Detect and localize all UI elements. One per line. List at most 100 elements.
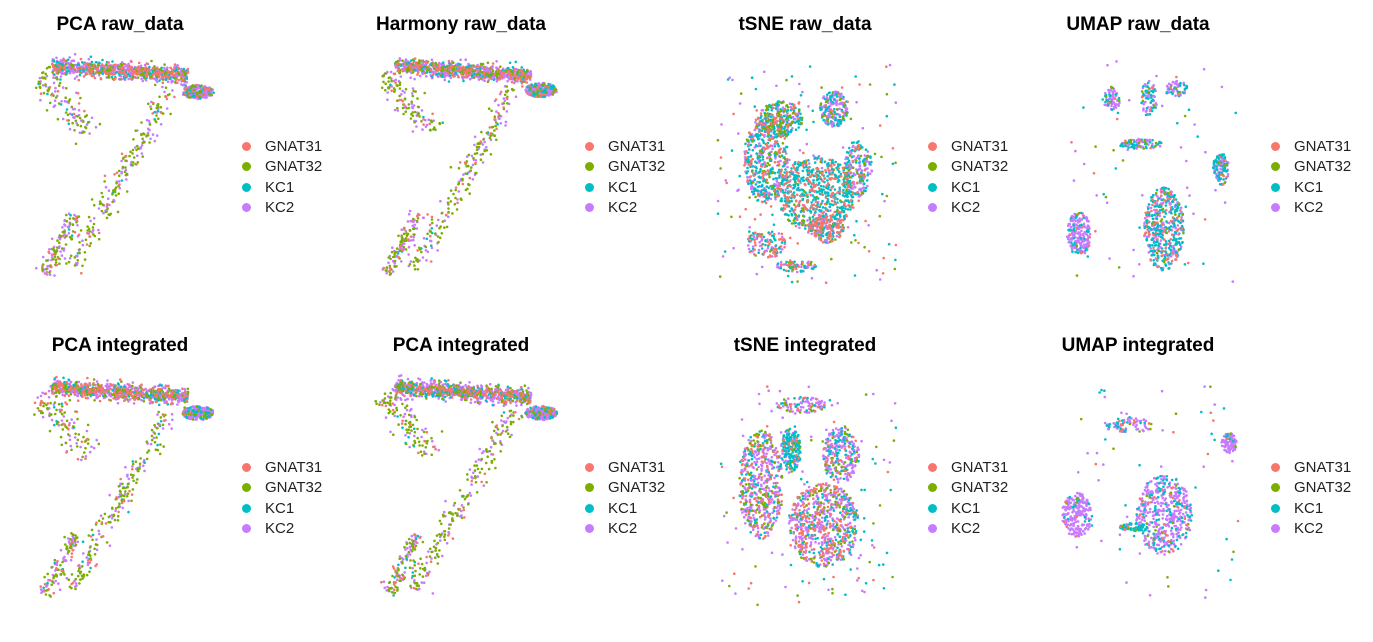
scatter-point <box>143 63 147 67</box>
scatter-point <box>468 183 471 187</box>
scatter-point <box>46 264 49 268</box>
scatter-point <box>45 267 48 271</box>
scatter-point <box>50 265 53 269</box>
scatter-point <box>498 117 501 121</box>
scatter-point <box>801 197 805 201</box>
scatter-point <box>416 217 420 220</box>
scatter-point <box>828 116 831 119</box>
scatter-point <box>389 257 392 261</box>
scatter-point <box>401 106 405 110</box>
scatter-point <box>790 75 794 78</box>
scatter-point <box>826 209 830 212</box>
scatter-point <box>158 68 162 71</box>
scatter-point <box>770 184 773 188</box>
scatter-point <box>406 232 410 236</box>
scatter-point <box>410 105 414 109</box>
scatter-point <box>407 103 411 106</box>
scatter-point <box>720 123 723 126</box>
scatter-point <box>136 154 139 157</box>
scatter-point <box>835 113 838 116</box>
scatter-point <box>401 59 404 62</box>
scatter-point <box>746 175 749 179</box>
scatter-point <box>418 59 421 63</box>
scatter-point <box>510 80 514 84</box>
scatter-point <box>392 255 395 259</box>
scatter-point <box>486 80 490 84</box>
scatter-point <box>52 247 55 250</box>
scatter-point <box>762 141 765 144</box>
scatter-point <box>53 255 57 259</box>
scatter-point <box>539 87 542 91</box>
scatter-point <box>800 118 804 122</box>
scatter-point <box>832 235 835 238</box>
scatter-point <box>809 211 813 214</box>
scatter-point <box>68 222 72 225</box>
scatter-point <box>127 72 130 76</box>
scatter-point <box>774 154 777 158</box>
scatter-point <box>787 214 790 217</box>
scatter-point <box>787 269 790 273</box>
scatter-point <box>850 195 854 199</box>
scatter-point <box>174 78 178 82</box>
scatter-point <box>772 177 775 181</box>
scatter-point <box>776 181 779 184</box>
scatter-point <box>148 141 151 144</box>
scatter-point <box>451 212 454 215</box>
scatter-point <box>750 76 754 79</box>
scatter-point <box>745 158 748 161</box>
scatter-point <box>103 180 106 183</box>
scatter-point <box>437 75 440 78</box>
scatter-point <box>78 131 82 135</box>
scatter-point <box>797 122 801 126</box>
scatter-point <box>41 71 45 74</box>
scatter-point <box>818 192 822 196</box>
scatter-point <box>83 258 87 261</box>
scatter-point <box>111 200 114 204</box>
scatter-point <box>398 83 402 86</box>
scatter-point <box>760 119 764 122</box>
scatter-point <box>447 197 450 200</box>
scatter-point <box>461 182 465 186</box>
scatter-point <box>405 239 408 242</box>
scatter-point <box>64 224 67 227</box>
scatter-point <box>506 79 509 83</box>
scatter-point <box>471 163 475 167</box>
scatter-point <box>826 179 829 182</box>
scatter-point <box>206 86 209 90</box>
scatter-point <box>392 87 396 90</box>
scatter-point <box>771 213 774 217</box>
scatter-point <box>173 76 176 79</box>
scatter-point <box>504 124 507 127</box>
scatter-point <box>382 80 385 84</box>
scatter-point <box>77 102 81 105</box>
scatter-point <box>411 87 415 90</box>
scatter-point <box>751 250 754 253</box>
scatter-point <box>403 242 406 245</box>
scatter-point <box>814 210 817 214</box>
scatter-point <box>445 68 449 72</box>
scatter-point <box>42 91 46 95</box>
scatter-point <box>111 68 114 71</box>
scatter-point <box>752 187 756 191</box>
scatter-point <box>542 93 546 96</box>
scatter-point <box>821 199 824 203</box>
scatter-point <box>428 122 432 126</box>
scatter-point <box>837 170 841 173</box>
scatter-point <box>143 68 147 71</box>
scatter-point <box>779 266 783 270</box>
scatter-point <box>760 109 764 112</box>
scatter-point <box>79 57 83 61</box>
scatter-point <box>81 131 84 135</box>
scatter-point <box>473 69 477 73</box>
scatter-point <box>838 115 842 118</box>
scatter-point <box>70 105 74 109</box>
scatter-point <box>489 138 493 142</box>
scatter-point <box>160 75 164 78</box>
scatter-point <box>199 87 203 90</box>
scatter-point <box>849 208 852 211</box>
scatter-point <box>462 79 465 83</box>
scatter-point <box>493 134 497 137</box>
scatter-point <box>382 267 385 270</box>
scatter-point <box>416 214 419 218</box>
scatter-point <box>799 94 803 97</box>
